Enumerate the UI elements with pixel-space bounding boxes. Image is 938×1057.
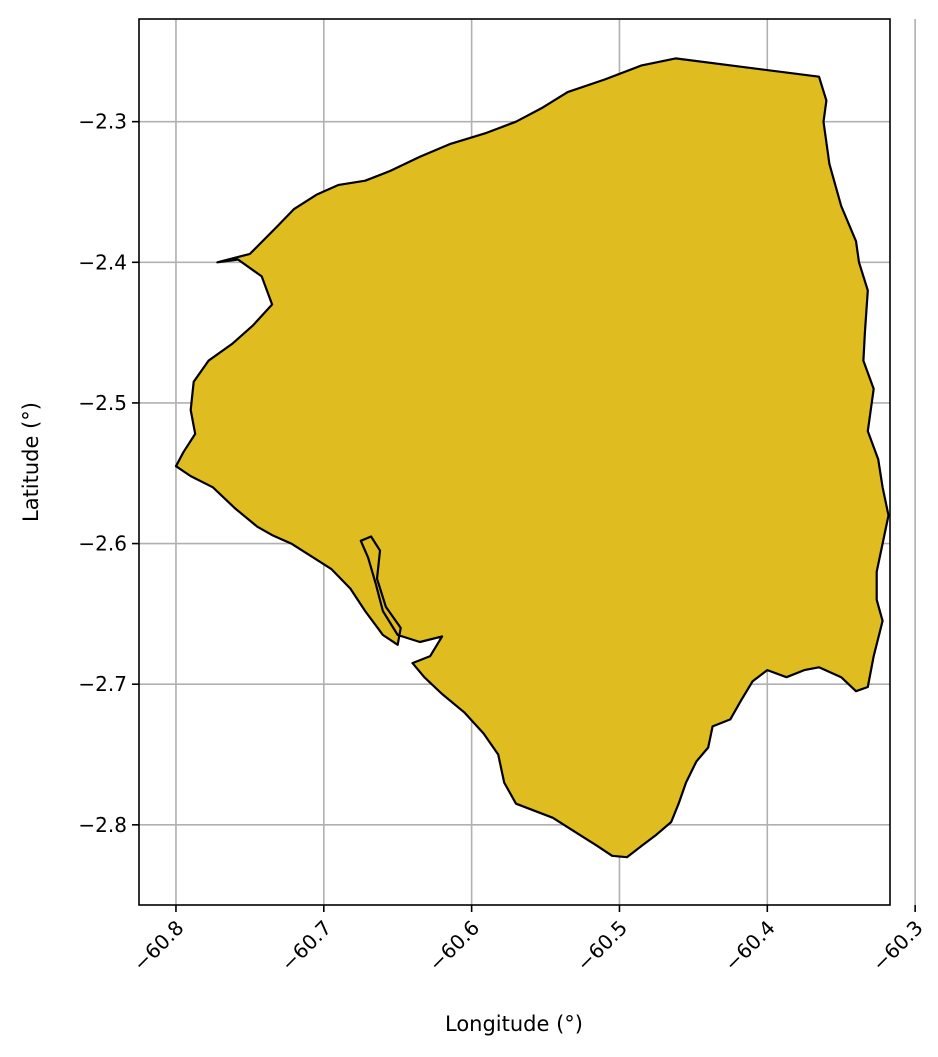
y-axis-title: Latitude (°)	[19, 402, 43, 522]
y-tick-label: −2.7	[78, 672, 127, 696]
y-tick-label: −2.5	[78, 391, 127, 415]
x-tick-label: −60.8	[128, 916, 188, 976]
x-axis-title: Longitude (°)	[445, 1012, 583, 1036]
x-tick-label: −60.3	[867, 916, 927, 976]
x-tick-label: −60.4	[720, 916, 780, 976]
y-tick-label: −2.3	[78, 110, 127, 134]
y-tick-label: −2.8	[78, 813, 127, 837]
region-polygon	[174, 57, 890, 859]
y-tick-label: −2.6	[78, 532, 127, 556]
x-tick-label: −60.7	[276, 916, 336, 976]
x-tick-label: −60.6	[424, 916, 484, 976]
x-axis-ticks: −60.8 −60.7 −60.6 −60.5 −60.4 −60.3	[128, 905, 928, 976]
plot-frame	[138, 18, 891, 906]
x-tick-label: −60.5	[572, 916, 632, 976]
y-axis-ticks: −2.3 −2.4 −2.5 −2.6 −2.7 −2.8	[78, 110, 139, 837]
y-tick-label: −2.4	[78, 250, 127, 274]
